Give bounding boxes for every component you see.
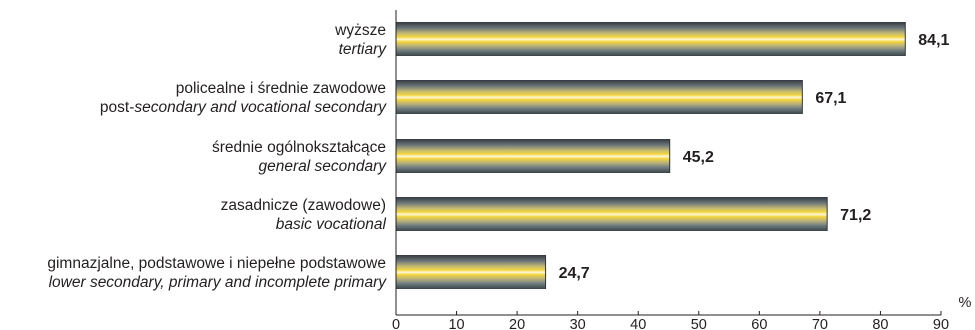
category-label-pl-0: wyższe (334, 22, 386, 39)
value-label-0: 84,1 (918, 32, 949, 49)
x-tick-label-1: 10 (448, 317, 464, 330)
x-axis: 0 10 20 30 40 50 60 70 80 90% (392, 10, 972, 330)
category-label-en-4: lower secondary, primary and incomplete … (49, 274, 388, 291)
category-label-en-2: general secondary (258, 158, 387, 175)
x-tick-label-5: 50 (691, 317, 707, 330)
value-label-1: 67,1 (815, 90, 846, 107)
value-label-2: 45,2 (683, 149, 714, 166)
value-labels: 84,1 67,1 45,2 71,2 24,7 (559, 32, 950, 282)
value-label-4: 24,7 (559, 265, 590, 282)
x-axis-unit: % (959, 295, 972, 311)
category-label-pl-2: średnie ogólnokształcące (212, 139, 386, 156)
bar-1 (396, 80, 803, 114)
category-label-en-1: post-secondary and vocational secondary (100, 99, 387, 116)
x-tick-label-0: 0 (392, 317, 400, 330)
x-tick-label-6: 60 (751, 317, 767, 330)
bar-2 (396, 139, 670, 173)
x-tick-label-2: 20 (509, 317, 525, 330)
x-tick-label-8: 80 (872, 317, 888, 330)
bar-4 (396, 255, 546, 289)
category-label-pl-4: gimnazjalne, podstawowe i niepełne podst… (47, 255, 386, 272)
x-tick-label-4: 40 (630, 317, 646, 330)
x-tick-label-3: 30 (570, 317, 586, 330)
x-tick-label-9: 90 (933, 317, 949, 330)
value-label-3: 71,2 (840, 207, 871, 224)
bars-layer (396, 22, 906, 289)
category-label-en-3: basic vocational (276, 216, 387, 233)
bar-0 (396, 22, 906, 56)
category-label-pl-3: zasadnicze (zawodowe) (221, 197, 386, 214)
x-tick-label-7: 70 (812, 317, 828, 330)
bar-3 (396, 197, 828, 231)
category-labels: wyższe tertiary policealne i średnie zawod… (47, 22, 387, 291)
category-label-pl-1: policealne i średnie zawodowe (176, 80, 386, 97)
category-label-en-0: tertiary (339, 41, 388, 58)
